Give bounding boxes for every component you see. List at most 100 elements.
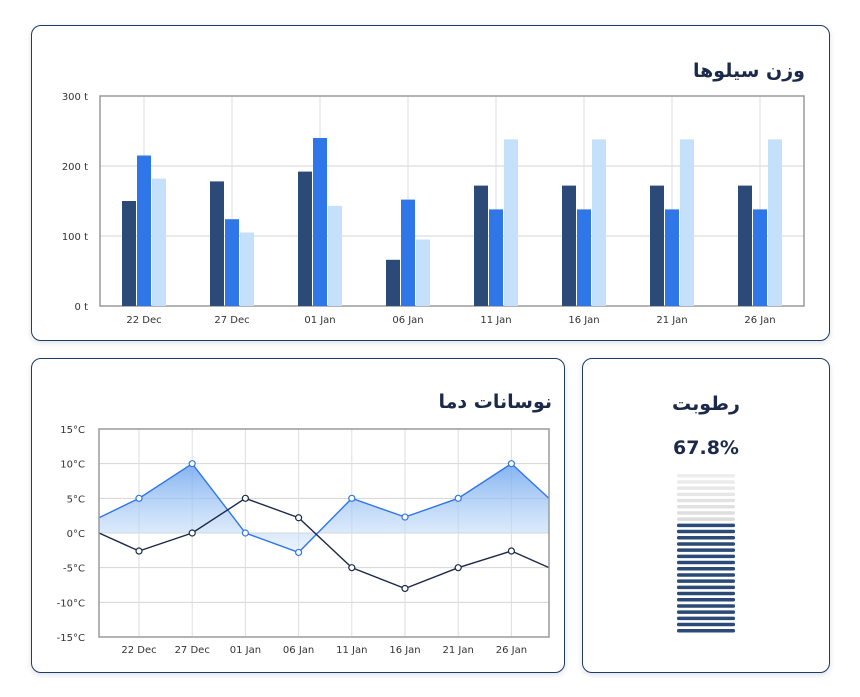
- line-y-tick-label: 15°C: [60, 425, 85, 436]
- humidity-card: رطوبت 67.8%: [582, 358, 830, 673]
- humidity-segment-filled: [677, 567, 735, 571]
- silo-weight-card: وزن سیلوها 0 t 100 t 200 t 300 t 22 Dec 27 De…: [31, 25, 830, 341]
- bar-x-tick-label: 21 Jan: [656, 315, 687, 326]
- line-y-tick-label: 10°C: [60, 460, 85, 471]
- humidity-segment-filled: [677, 523, 735, 528]
- bar: [137, 155, 151, 306]
- humidity-segment-empty: [677, 486, 735, 490]
- line-x-tick-label: 06 Jan: [283, 645, 314, 656]
- silo-weight-title: وزن سیلوها: [693, 60, 805, 82]
- bar: [680, 139, 694, 306]
- bar: [592, 139, 606, 306]
- temperature-area-fill: [99, 463, 549, 553]
- temperature-series-line: [98, 497, 550, 590]
- bar-x-tick-label: 26 Jan: [744, 315, 775, 326]
- temperature-point: [188, 460, 196, 468]
- temperature-point: [507, 547, 515, 555]
- temperature-point: [454, 564, 462, 572]
- temperature-point: [135, 494, 143, 502]
- humidity-segment-filled: [677, 598, 735, 602]
- bar: [298, 171, 312, 306]
- temperature-point: [188, 529, 196, 537]
- bar: [504, 139, 518, 306]
- line-y-tick-label: -10°C: [57, 598, 85, 609]
- humidity-segment-filled: [677, 629, 735, 633]
- humidity-segment-empty: [677, 474, 735, 478]
- humidity-segment-filled: [677, 536, 735, 540]
- bar: [665, 209, 679, 306]
- line-x-tick-label: 22 Dec: [121, 645, 156, 656]
- bar: [738, 185, 752, 306]
- humidity-segment-filled: [677, 548, 735, 552]
- humidity-gauge: [677, 474, 735, 633]
- humidity-segment-filled: [677, 591, 735, 596]
- line-y-tick-label: -15°C: [57, 633, 85, 644]
- temperature-point: [507, 460, 515, 468]
- line-x-tick-label: 16 Jan: [389, 645, 420, 656]
- humidity-segment-filled: [677, 529, 735, 534]
- bar-plot-area: [100, 96, 804, 306]
- bar: [386, 259, 400, 306]
- humidity-segment-empty: [677, 498, 735, 503]
- humidity-segment-filled: [677, 560, 735, 565]
- temperature-point: [401, 513, 409, 521]
- humidity-segment-empty: [677, 517, 735, 521]
- humidity-title: رطوبت: [672, 393, 740, 415]
- silo-weight-bar-chart: 0 t 100 t 200 t 300 t 22 Dec 27 Dec 01 Jan 06 J…: [62, 92, 805, 326]
- bar: [328, 205, 342, 306]
- line-y-tick-label: 0°C: [67, 529, 85, 540]
- bar-plot-border: [99, 95, 805, 307]
- temperature-card: نوسانات دما 15°C 10°C 5°C 0°C -5°C -10°C -15°C…: [31, 358, 565, 673]
- humidity-segment-empty: [677, 511, 735, 515]
- bar: [768, 139, 782, 306]
- temperature-line-chart: 15°C 10°C 5°C 0°C -5°C -10°C -15°C 22 Dec 27 Dec…: [57, 425, 550, 656]
- line-x-tick-label: 11 Jan: [336, 645, 367, 656]
- temperature-point: [348, 564, 356, 572]
- bar-y-tick-label: 100 t: [62, 232, 88, 243]
- line-x-tick-label: 01 Jan: [230, 645, 261, 656]
- bar-y-tick-label: 300 t: [62, 92, 88, 103]
- humidity-segment-filled: [677, 585, 735, 590]
- bar: [225, 219, 239, 306]
- bar-x-tick-label: 11 Jan: [480, 315, 511, 326]
- humidity-segment-filled: [677, 610, 735, 614]
- humidity-segment-filled: [677, 573, 735, 577]
- humidity-segment-filled: [677, 604, 735, 608]
- bar-x-tick-label: 16 Jan: [568, 315, 599, 326]
- bar-x-tick-label: 06 Jan: [392, 315, 423, 326]
- bar-y-tick-label: 0 t: [75, 302, 89, 313]
- bar-y-tick-label: 200 t: [62, 162, 88, 173]
- line-y-tick-label: 5°C: [67, 494, 85, 505]
- bar: [474, 185, 488, 306]
- bar: [753, 209, 767, 306]
- humidity-segment-filled: [677, 542, 735, 546]
- bar: [489, 209, 503, 306]
- temperature-series-line: [98, 462, 550, 554]
- humidity-segment-empty: [677, 505, 735, 509]
- bar: [562, 185, 576, 306]
- humidity-segment-filled: [677, 579, 735, 583]
- bar: [313, 138, 327, 306]
- temperature-point: [135, 547, 143, 555]
- humidity-value: 67.8%: [673, 437, 739, 459]
- bar: [577, 209, 591, 306]
- humidity-segment-filled: [677, 622, 735, 627]
- humidity-segment-empty: [677, 492, 735, 497]
- temperature-point: [401, 584, 409, 593]
- bar: [416, 239, 430, 306]
- humidity-segment-filled: [677, 554, 735, 559]
- bar-x-tick-label: 27 Dec: [214, 315, 249, 326]
- humidity-segment-filled: [677, 616, 735, 621]
- line-x-tick-label: 26 Jan: [496, 645, 527, 656]
- bar: [122, 201, 136, 306]
- temperature-point: [454, 494, 462, 502]
- temperature-point: [241, 494, 249, 502]
- bar-x-tick-label: 22 Dec: [126, 315, 161, 326]
- temperature-point: [348, 494, 356, 502]
- bar: [210, 181, 224, 306]
- line-y-tick-label: -5°C: [63, 564, 85, 575]
- humidity-segment-empty: [677, 480, 735, 484]
- bar: [152, 178, 166, 306]
- line-plot-border: [98, 428, 550, 638]
- line-x-tick-label: 21 Jan: [443, 645, 474, 656]
